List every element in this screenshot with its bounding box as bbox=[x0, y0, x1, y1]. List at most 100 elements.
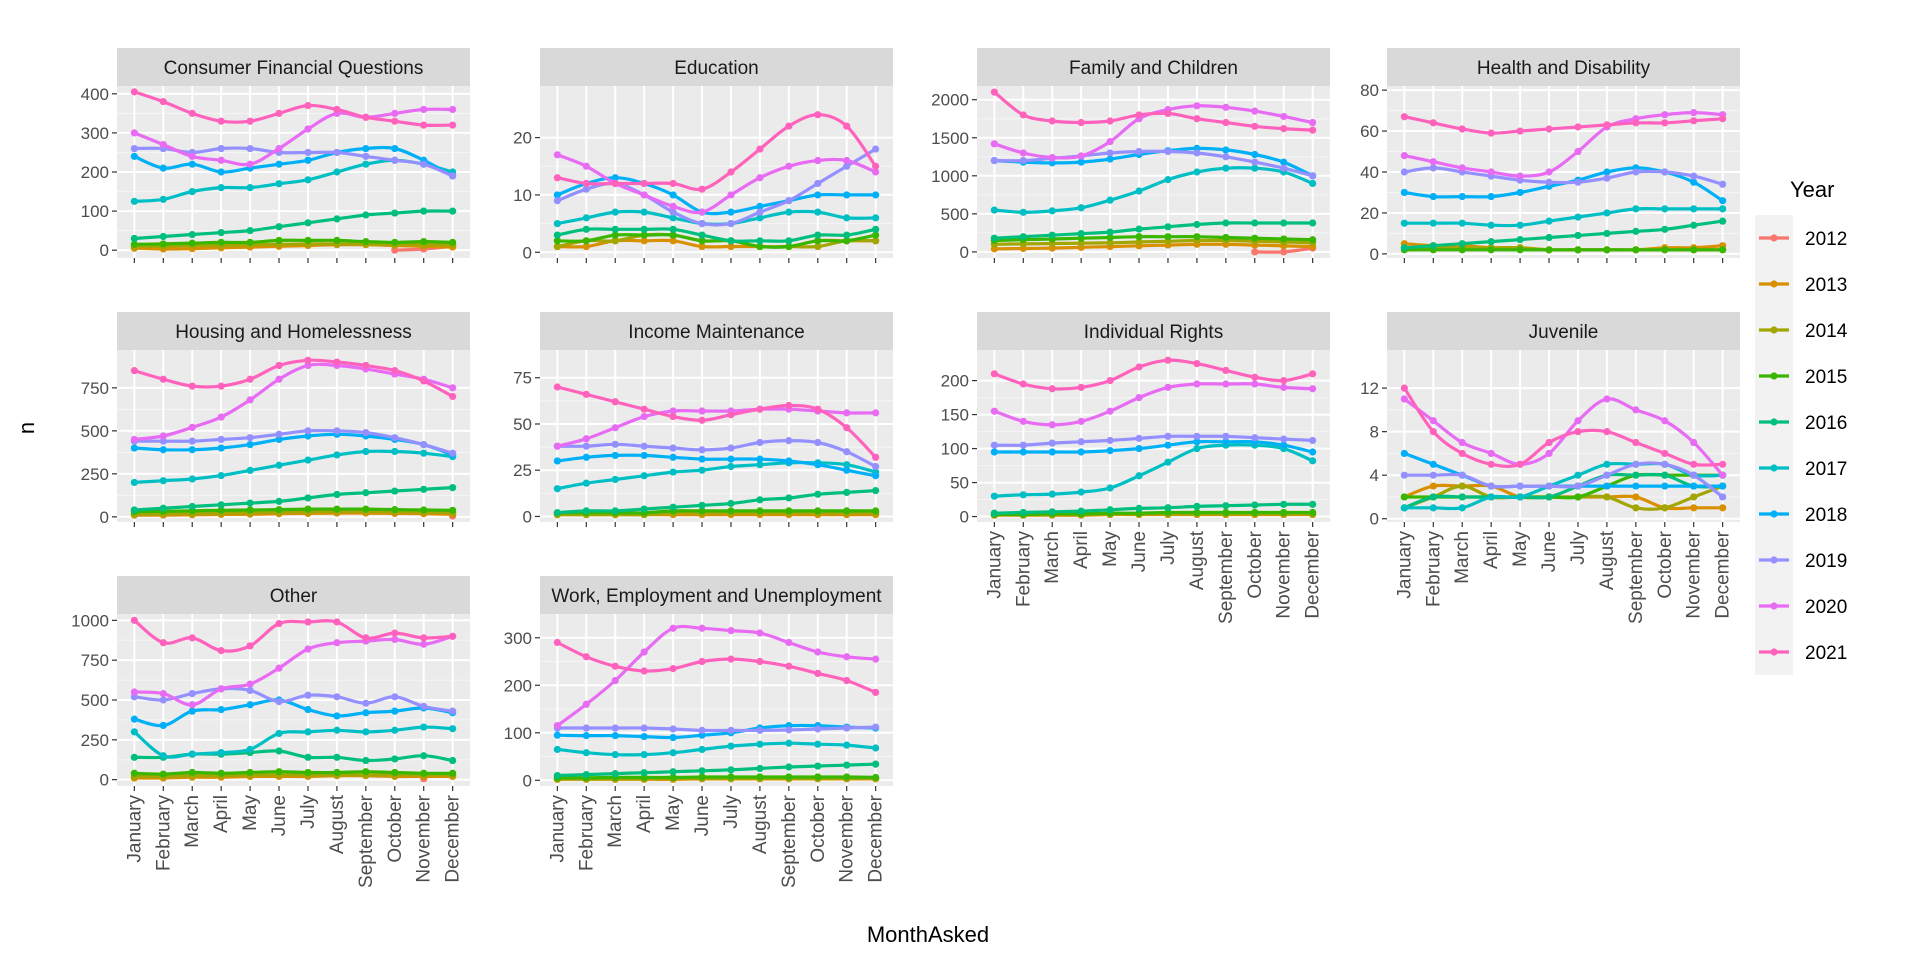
data-point-2016 bbox=[1545, 234, 1552, 241]
legend-label: 2021 bbox=[1805, 643, 1847, 664]
data-point-2016 bbox=[1661, 226, 1668, 233]
data-point-2017 bbox=[785, 740, 792, 747]
data-point-2016 bbox=[1632, 472, 1639, 479]
data-point-2015 bbox=[333, 237, 340, 244]
data-point-2017 bbox=[1222, 165, 1229, 172]
y-tick-label: 0 bbox=[100, 508, 109, 527]
data-point-2021 bbox=[641, 667, 648, 674]
data-point-2020 bbox=[189, 424, 196, 431]
data-point-2017 bbox=[872, 214, 879, 221]
data-point-2021 bbox=[1574, 123, 1581, 130]
data-point-2015 bbox=[1690, 246, 1697, 253]
data-point-2020 bbox=[160, 141, 167, 148]
data-point-2018 bbox=[333, 712, 340, 719]
data-point-2019 bbox=[1430, 164, 1437, 171]
data-point-2020 bbox=[669, 625, 676, 632]
data-point-2019 bbox=[1135, 435, 1142, 442]
data-point-2017 bbox=[1193, 168, 1200, 175]
data-point-2020 bbox=[189, 153, 196, 160]
data-point-2015 bbox=[275, 506, 282, 513]
data-point-2020 bbox=[1545, 168, 1552, 175]
data-point-2021 bbox=[641, 406, 648, 413]
data-point-2019 bbox=[641, 443, 648, 450]
data-point-2018 bbox=[698, 456, 705, 463]
data-point-2020 bbox=[218, 685, 225, 692]
data-point-2020 bbox=[554, 722, 561, 729]
data-point-2020 bbox=[1078, 152, 1085, 159]
data-point-2017 bbox=[727, 742, 734, 749]
data-point-2016 bbox=[449, 207, 456, 214]
data-point-2016 bbox=[1251, 219, 1258, 226]
data-point-2019 bbox=[698, 220, 705, 227]
data-point-2017 bbox=[583, 749, 590, 756]
legend-label: 2020 bbox=[1805, 597, 1847, 618]
data-point-2017 bbox=[1719, 205, 1726, 212]
y-tick-label: 0 bbox=[523, 243, 532, 262]
data-point-2019 bbox=[218, 436, 225, 443]
data-point-2016 bbox=[1049, 508, 1056, 515]
data-point-2021 bbox=[160, 98, 167, 105]
x-tick-label: March bbox=[1452, 531, 1473, 584]
data-point-2020 bbox=[1222, 380, 1229, 387]
data-point-2019 bbox=[1632, 168, 1639, 175]
data-point-2016 bbox=[1719, 218, 1726, 225]
data-point-2021 bbox=[641, 180, 648, 187]
data-point-2021 bbox=[554, 383, 561, 390]
data-point-2015 bbox=[246, 769, 253, 776]
data-point-2019 bbox=[1401, 168, 1408, 175]
data-point-2017 bbox=[160, 477, 167, 484]
data-point-2017 bbox=[669, 468, 676, 475]
data-point-2019 bbox=[872, 145, 879, 152]
data-point-2017 bbox=[1459, 504, 1466, 511]
data-point-2019 bbox=[1545, 482, 1552, 489]
data-point-2015 bbox=[1632, 246, 1639, 253]
data-point-2017 bbox=[1164, 459, 1171, 466]
data-point-2018 bbox=[131, 716, 138, 723]
data-point-2017 bbox=[1488, 222, 1495, 229]
data-point-2015 bbox=[843, 773, 850, 780]
data-point-2019 bbox=[246, 145, 253, 152]
data-point-2020 bbox=[785, 163, 792, 170]
data-point-2019 bbox=[1516, 482, 1523, 489]
data-point-2017 bbox=[1690, 205, 1697, 212]
data-point-2020 bbox=[1401, 395, 1408, 402]
data-point-2016 bbox=[1603, 230, 1610, 237]
data-point-2016 bbox=[727, 766, 734, 773]
data-point-2021 bbox=[362, 114, 369, 121]
y-tick-label: 150 bbox=[941, 406, 969, 425]
y-tick-label: 1000 bbox=[71, 611, 109, 630]
data-point-2019 bbox=[583, 443, 590, 450]
data-point-2017 bbox=[304, 728, 311, 735]
data-point-2019 bbox=[669, 444, 676, 451]
data-point-2015 bbox=[391, 239, 398, 246]
data-point-2018 bbox=[1135, 445, 1142, 452]
data-point-2017 bbox=[554, 485, 561, 492]
data-point-2019 bbox=[449, 172, 456, 179]
data-point-2018 bbox=[1401, 450, 1408, 457]
data-point-2021 bbox=[843, 677, 850, 684]
legend-key-point bbox=[1770, 372, 1777, 379]
data-point-2019 bbox=[727, 444, 734, 451]
x-tick-label: May bbox=[663, 795, 684, 831]
data-point-2021 bbox=[756, 406, 763, 413]
data-point-2016 bbox=[1078, 508, 1085, 515]
data-point-2017 bbox=[304, 456, 311, 463]
data-point-2021 bbox=[1020, 111, 1027, 118]
data-point-2016 bbox=[872, 226, 879, 233]
panel-title: Family and Children bbox=[1069, 58, 1238, 79]
panel-title: Consumer Financial Questions bbox=[164, 58, 424, 79]
data-point-2017 bbox=[991, 493, 998, 500]
data-point-2016 bbox=[420, 207, 427, 214]
data-point-2016 bbox=[1632, 228, 1639, 235]
data-point-2016 bbox=[554, 509, 561, 516]
data-point-2019 bbox=[362, 153, 369, 160]
data-point-2015 bbox=[1401, 493, 1408, 500]
data-point-2016 bbox=[814, 231, 821, 238]
panel-title: Work, Employment and Unemployment bbox=[551, 586, 882, 607]
data-point-2021 bbox=[1488, 129, 1495, 136]
data-point-2019 bbox=[641, 724, 648, 731]
data-point-2018 bbox=[1309, 448, 1316, 455]
data-point-2021 bbox=[843, 424, 850, 431]
panel-title: Income Maintenance bbox=[628, 322, 804, 343]
